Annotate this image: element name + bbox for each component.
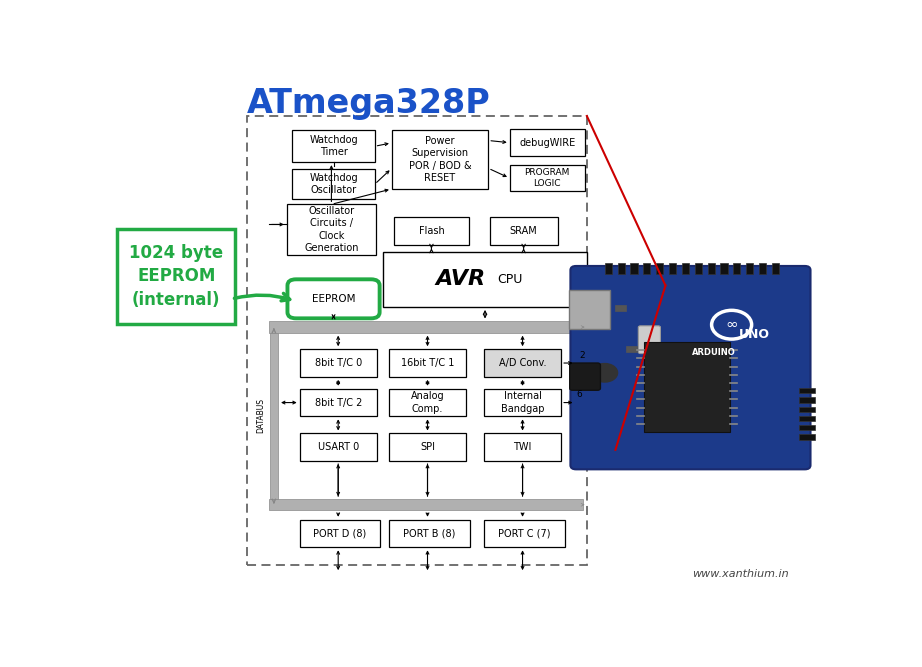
Text: DATABUS: DATABUS <box>256 398 266 434</box>
FancyBboxPatch shape <box>300 349 377 377</box>
Text: 6: 6 <box>577 390 583 400</box>
FancyBboxPatch shape <box>300 434 377 461</box>
Text: AVR: AVR <box>435 269 486 289</box>
Text: Oscillator
Circuits /
Clock
Generation: Oscillator Circuits / Clock Generation <box>304 206 359 253</box>
FancyBboxPatch shape <box>570 363 600 390</box>
FancyBboxPatch shape <box>799 416 815 421</box>
FancyBboxPatch shape <box>510 129 585 156</box>
FancyBboxPatch shape <box>287 204 376 255</box>
FancyBboxPatch shape <box>484 349 561 377</box>
Text: 8bit T/C 2: 8bit T/C 2 <box>314 398 361 408</box>
FancyBboxPatch shape <box>484 389 561 416</box>
Text: PROGRAM
LOGIC: PROGRAM LOGIC <box>525 168 570 188</box>
Text: 2: 2 <box>579 351 585 360</box>
FancyBboxPatch shape <box>707 263 715 274</box>
FancyBboxPatch shape <box>772 263 779 274</box>
FancyBboxPatch shape <box>605 263 612 274</box>
Text: PORT D (8): PORT D (8) <box>313 528 367 538</box>
FancyBboxPatch shape <box>292 130 374 162</box>
FancyBboxPatch shape <box>269 499 584 510</box>
Circle shape <box>592 364 618 382</box>
FancyBboxPatch shape <box>300 389 377 416</box>
FancyBboxPatch shape <box>638 326 660 354</box>
FancyBboxPatch shape <box>510 165 585 191</box>
Text: Watchdog
Oscillator: Watchdog Oscillator <box>309 173 358 195</box>
FancyBboxPatch shape <box>799 398 815 403</box>
Text: ∞: ∞ <box>726 317 738 332</box>
FancyBboxPatch shape <box>389 520 469 548</box>
FancyBboxPatch shape <box>384 251 586 307</box>
FancyBboxPatch shape <box>656 263 663 274</box>
Text: 16bit T/C 1: 16bit T/C 1 <box>401 358 455 368</box>
FancyBboxPatch shape <box>484 520 564 548</box>
Text: UNO: UNO <box>739 328 770 341</box>
FancyBboxPatch shape <box>389 434 467 461</box>
Text: Flash: Flash <box>419 226 444 236</box>
Text: www.xanthium.in: www.xanthium.in <box>692 569 789 579</box>
FancyBboxPatch shape <box>392 130 489 189</box>
FancyBboxPatch shape <box>799 425 815 430</box>
FancyBboxPatch shape <box>759 263 766 274</box>
Text: TWI: TWI <box>514 442 532 452</box>
Text: debugWIRE: debugWIRE <box>519 137 575 147</box>
Text: 1024 byte
EEPROM
(internal): 1024 byte EEPROM (internal) <box>129 244 223 309</box>
Text: ATmega328P: ATmega328P <box>247 87 491 119</box>
FancyBboxPatch shape <box>669 263 676 274</box>
Text: EEPROM: EEPROM <box>312 294 355 304</box>
FancyBboxPatch shape <box>626 346 637 352</box>
Text: SRAM: SRAM <box>510 226 538 236</box>
FancyBboxPatch shape <box>269 321 584 333</box>
FancyBboxPatch shape <box>484 434 561 461</box>
FancyBboxPatch shape <box>288 279 380 318</box>
FancyBboxPatch shape <box>394 217 469 245</box>
FancyBboxPatch shape <box>644 263 650 274</box>
FancyBboxPatch shape <box>799 388 815 394</box>
FancyBboxPatch shape <box>300 520 381 548</box>
FancyBboxPatch shape <box>799 434 815 440</box>
FancyBboxPatch shape <box>117 229 235 324</box>
Text: PORT C (7): PORT C (7) <box>498 528 550 538</box>
FancyBboxPatch shape <box>389 389 467 416</box>
FancyBboxPatch shape <box>292 169 374 199</box>
FancyBboxPatch shape <box>682 263 689 274</box>
FancyBboxPatch shape <box>733 263 740 274</box>
FancyBboxPatch shape <box>746 263 753 274</box>
FancyBboxPatch shape <box>616 305 626 311</box>
FancyBboxPatch shape <box>389 349 467 377</box>
FancyBboxPatch shape <box>618 263 625 274</box>
FancyBboxPatch shape <box>631 263 638 274</box>
Text: Power
Supervision
POR / BOD &
RESET: Power Supervision POR / BOD & RESET <box>408 136 471 183</box>
Text: A/D Conv.: A/D Conv. <box>499 358 547 368</box>
FancyBboxPatch shape <box>569 290 610 329</box>
Text: Analog
Comp.: Analog Comp. <box>410 392 444 414</box>
Text: CPU: CPU <box>497 273 522 286</box>
Text: Internal
Bandgap: Internal Bandgap <box>501 392 544 414</box>
Text: ARDUINO: ARDUINO <box>692 348 735 357</box>
Text: SPI: SPI <box>420 442 435 452</box>
FancyBboxPatch shape <box>644 342 729 432</box>
Text: Watchdog
Timer: Watchdog Timer <box>309 135 358 157</box>
FancyBboxPatch shape <box>269 333 278 499</box>
FancyBboxPatch shape <box>490 217 558 245</box>
FancyBboxPatch shape <box>695 263 702 274</box>
Text: 8bit T/C 0: 8bit T/C 0 <box>314 358 361 368</box>
Text: USART 0: USART 0 <box>317 442 359 452</box>
FancyBboxPatch shape <box>720 263 727 274</box>
FancyBboxPatch shape <box>571 266 810 470</box>
FancyBboxPatch shape <box>799 407 815 412</box>
Text: PORT B (8): PORT B (8) <box>403 528 455 538</box>
